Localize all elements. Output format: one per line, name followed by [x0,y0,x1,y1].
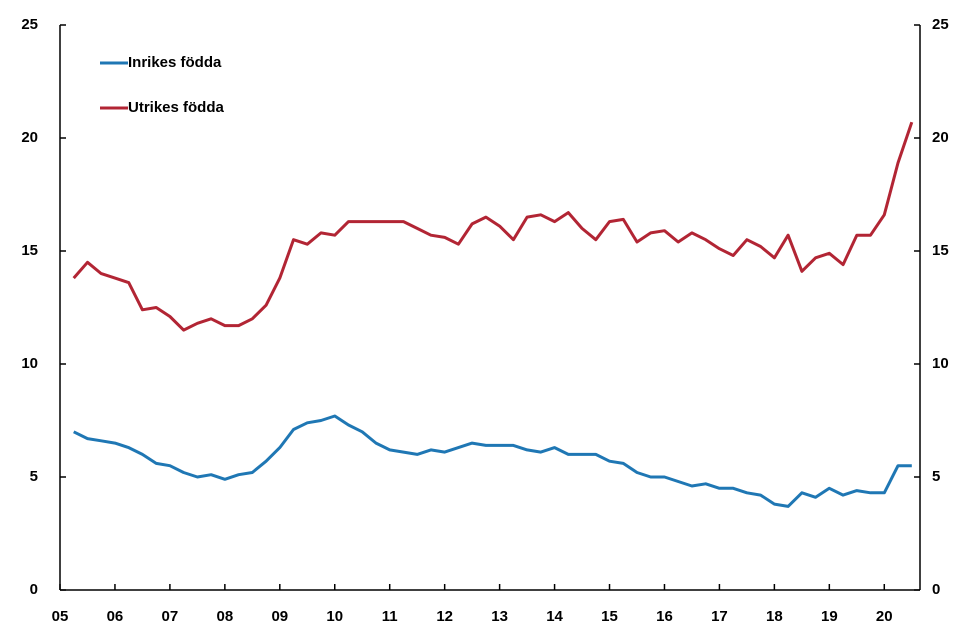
x-tick-label: 08 [217,608,234,625]
x-tick-label: 15 [601,608,618,625]
y2-tick-label: 10 [932,355,949,372]
y-tick-label: 5 [30,468,38,485]
y-tick-label: 0 [30,581,38,598]
x-tick-label: 09 [271,608,288,625]
x-tick-label: 07 [162,608,179,625]
y2-tick-label: 5 [932,468,940,485]
y-tick-label: 10 [21,355,38,372]
y-tick-label: 15 [21,242,38,259]
x-tick-label: 10 [326,608,343,625]
x-tick-label: 13 [491,608,508,625]
x-tick-label: 18 [766,608,783,625]
y2-tick-label: 20 [932,129,949,146]
legend-label: Inrikes födda [128,54,222,71]
y-tick-label: 20 [21,129,38,146]
x-tick-label: 19 [821,608,838,625]
x-tick-label: 05 [52,608,69,625]
x-tick-label: 20 [876,608,893,625]
x-tick-label: 17 [711,608,728,625]
line-series [72,121,914,332]
x-tick-label: 06 [107,608,124,625]
x-tick-label: 14 [546,608,563,625]
line-series [73,414,912,508]
legend-label: Utrikes födda [128,99,225,116]
y2-tick-label: 15 [932,242,949,259]
y2-tick-label: 25 [932,16,949,33]
x-tick-label: 16 [656,608,673,625]
y-tick-label: 25 [21,16,38,33]
x-tick-label: 12 [436,608,453,625]
y2-tick-label: 0 [932,581,940,598]
x-tick-label: 11 [382,608,398,625]
